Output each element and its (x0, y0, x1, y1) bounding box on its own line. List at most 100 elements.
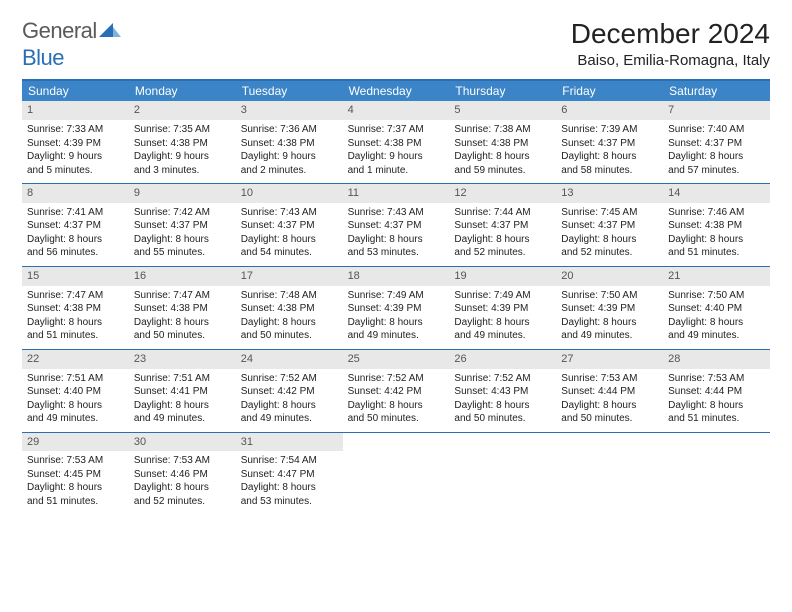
daylight-line1: Daylight: 8 hours (27, 481, 124, 495)
sunrise-line: Sunrise: 7:38 AM (454, 123, 551, 137)
month-title: December 2024 (571, 18, 770, 50)
day-body: Sunrise: 7:52 AMSunset: 4:42 PMDaylight:… (343, 372, 450, 426)
day-body: Sunrise: 7:49 AMSunset: 4:39 PMDaylight:… (449, 289, 556, 343)
daylight-line2: and 51 minutes. (668, 412, 765, 426)
day-body: Sunrise: 7:53 AMSunset: 4:46 PMDaylight:… (129, 454, 236, 508)
sunset-line: Sunset: 4:37 PM (348, 219, 445, 233)
daylight-line2: and 50 minutes. (348, 412, 445, 426)
day-number: 2 (129, 101, 236, 120)
sunrise-line: Sunrise: 7:52 AM (241, 372, 338, 386)
day-cell: 3 Sunrise: 7:36 AMSunset: 4:38 PMDaylight… (236, 101, 343, 183)
day-cell: 12Sunrise: 7:44 AMSunset: 4:37 PMDayligh… (449, 184, 556, 266)
sunset-line: Sunset: 4:37 PM (27, 219, 124, 233)
day-number: 21 (663, 267, 770, 286)
day-cell: 17Sunrise: 7:48 AMSunset: 4:38 PMDayligh… (236, 267, 343, 349)
day-cell: 4Sunrise: 7:37 AMSunset: 4:38 PMDaylight… (343, 101, 450, 183)
sunset-line: Sunset: 4:40 PM (668, 302, 765, 316)
day-number: 23 (129, 350, 236, 369)
sunset-line: Sunset: 4:39 PM (348, 302, 445, 316)
day-number: 1 (22, 101, 129, 120)
day-cell: . (556, 433, 663, 515)
day-number: 3 (236, 101, 343, 120)
logo-text: GeneralBlue (22, 18, 121, 71)
daylight-line2: and 51 minutes. (27, 329, 124, 343)
daylight-line2: and 53 minutes. (348, 246, 445, 260)
sunrise-line: Sunrise: 7:53 AM (561, 372, 658, 386)
day-cell: 13Sunrise: 7:45 AMSunset: 4:37 PMDayligh… (556, 184, 663, 266)
day-body: Sunrise: 7:48 AMSunset: 4:38 PMDaylight:… (236, 289, 343, 343)
sunset-line: Sunset: 4:39 PM (27, 137, 124, 151)
sunset-line: Sunset: 4:37 PM (241, 219, 338, 233)
daylight-line2: and 2 minutes. (241, 164, 338, 178)
daylight-line1: Daylight: 8 hours (241, 399, 338, 413)
sunset-line: Sunset: 4:38 PM (454, 137, 551, 151)
sunrise-line: Sunrise: 7:50 AM (668, 289, 765, 303)
sunrise-line: Sunrise: 7:44 AM (454, 206, 551, 220)
day-cell: 2 Sunrise: 7:35 AMSunset: 4:38 PMDaylight… (129, 101, 236, 183)
day-body: Sunrise: 7:50 AMSunset: 4:39 PMDaylight:… (556, 289, 663, 343)
day-body: Sunrise: 7:46 AMSunset: 4:38 PMDaylight:… (663, 206, 770, 260)
day-number: 7 (663, 101, 770, 120)
daylight-line2: and 3 minutes. (134, 164, 231, 178)
daylight-line1: Daylight: 8 hours (241, 481, 338, 495)
sunset-line: Sunset: 4:38 PM (134, 302, 231, 316)
daylight-line1: Daylight: 8 hours (348, 316, 445, 330)
day-number: 29 (22, 433, 129, 452)
sunset-line: Sunset: 4:38 PM (241, 137, 338, 151)
daylight-line1: Daylight: 8 hours (561, 316, 658, 330)
weeks-container: 1Sunrise: 7:33 AMSunset: 4:39 PMDaylight… (22, 101, 770, 514)
day-cell: 31Sunrise: 7:54 AMSunset: 4:47 PMDayligh… (236, 433, 343, 515)
day-number: 8 (22, 184, 129, 203)
sunset-line: Sunset: 4:38 PM (27, 302, 124, 316)
day-body: Sunrise: 7:36 AMSunset: 4:38 PMDaylight:… (236, 123, 343, 177)
sunrise-line: Sunrise: 7:53 AM (134, 454, 231, 468)
sunset-line: Sunset: 4:43 PM (454, 385, 551, 399)
daylight-line2: and 59 minutes. (454, 164, 551, 178)
weekday-sun: Sunday (22, 81, 129, 101)
day-number: 24 (236, 350, 343, 369)
day-number: 12 (449, 184, 556, 203)
sunrise-line: Sunrise: 7:43 AM (348, 206, 445, 220)
daylight-line1: Daylight: 8 hours (668, 316, 765, 330)
sunrise-line: Sunrise: 7:33 AM (27, 123, 124, 137)
day-number: 26 (449, 350, 556, 369)
daylight-line1: Daylight: 8 hours (348, 399, 445, 413)
day-body: Sunrise: 7:49 AMSunset: 4:39 PMDaylight:… (343, 289, 450, 343)
week-row: 22Sunrise: 7:51 AMSunset: 4:40 PMDayligh… (22, 350, 770, 433)
day-number: 14 (663, 184, 770, 203)
daylight-line2: and 49 minutes. (241, 412, 338, 426)
day-body: Sunrise: 7:43 AMSunset: 4:37 PMDaylight:… (343, 206, 450, 260)
sunrise-line: Sunrise: 7:49 AM (454, 289, 551, 303)
day-cell: 26Sunrise: 7:52 AMSunset: 4:43 PMDayligh… (449, 350, 556, 432)
day-cell: 27Sunrise: 7:53 AMSunset: 4:44 PMDayligh… (556, 350, 663, 432)
daylight-line1: Daylight: 9 hours (241, 150, 338, 164)
weekday-thu: Thursday (449, 81, 556, 101)
sunset-line: Sunset: 4:42 PM (348, 385, 445, 399)
logo-word2: Blue (22, 45, 64, 70)
sunrise-line: Sunrise: 7:40 AM (668, 123, 765, 137)
daylight-line1: Daylight: 8 hours (134, 316, 231, 330)
title-block: December 2024 Baiso, Emilia-Romagna, Ita… (571, 18, 770, 69)
daylight-line1: Daylight: 8 hours (561, 399, 658, 413)
daylight-line2: and 50 minutes. (454, 412, 551, 426)
day-number: 16 (129, 267, 236, 286)
sunrise-line: Sunrise: 7:47 AM (27, 289, 124, 303)
sunset-line: Sunset: 4:38 PM (348, 137, 445, 151)
daylight-line2: and 5 minutes. (27, 164, 124, 178)
daylight-line2: and 50 minutes. (134, 329, 231, 343)
calendar: Sunday Monday Tuesday Wednesday Thursday… (22, 79, 770, 514)
daylight-line1: Daylight: 8 hours (27, 233, 124, 247)
sunset-line: Sunset: 4:38 PM (668, 219, 765, 233)
day-cell: 8Sunrise: 7:41 AMSunset: 4:37 PMDaylight… (22, 184, 129, 266)
daylight-line2: and 53 minutes. (241, 495, 338, 509)
daylight-line1: Daylight: 8 hours (241, 233, 338, 247)
daylight-line1: Daylight: 8 hours (454, 233, 551, 247)
logo: GeneralBlue (22, 18, 121, 71)
day-cell: 7Sunrise: 7:40 AMSunset: 4:37 PMDaylight… (663, 101, 770, 183)
daylight-line1: Daylight: 8 hours (561, 150, 658, 164)
day-number: 15 (22, 267, 129, 286)
sunset-line: Sunset: 4:40 PM (27, 385, 124, 399)
sunset-line: Sunset: 4:42 PM (241, 385, 338, 399)
day-body: Sunrise: 7:35 AMSunset: 4:38 PMDaylight:… (129, 123, 236, 177)
sunrise-line: Sunrise: 7:51 AM (134, 372, 231, 386)
